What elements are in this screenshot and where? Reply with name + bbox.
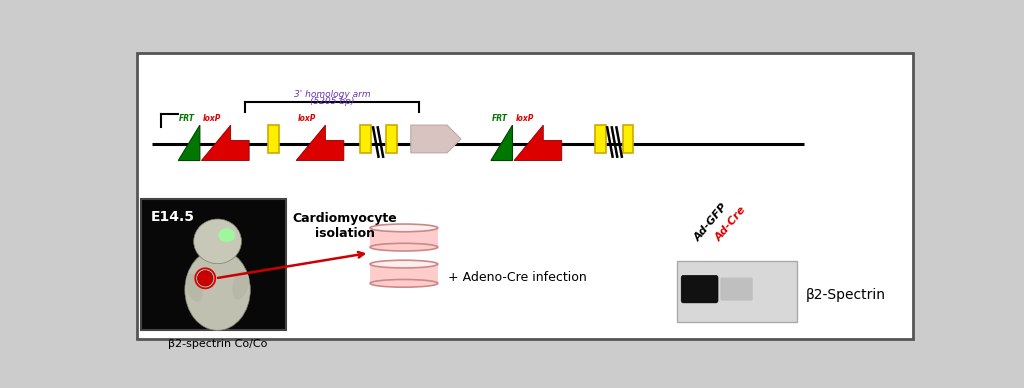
Polygon shape [490,125,512,161]
Ellipse shape [194,219,242,264]
FancyBboxPatch shape [595,125,605,153]
FancyBboxPatch shape [268,125,280,153]
Polygon shape [411,125,461,153]
Ellipse shape [232,271,249,300]
FancyBboxPatch shape [681,275,718,303]
Ellipse shape [370,279,438,287]
Ellipse shape [186,273,203,302]
FancyBboxPatch shape [137,53,912,339]
Polygon shape [178,125,200,161]
Polygon shape [296,125,344,161]
Ellipse shape [370,224,438,232]
Text: loxP: loxP [203,114,221,123]
Text: (5205 bp): (5205 bp) [309,97,354,106]
FancyBboxPatch shape [386,125,397,153]
Text: loxP: loxP [298,114,316,123]
Ellipse shape [370,260,438,268]
Text: Ad-GFP: Ad-GFP [692,201,730,243]
Text: Cardiomyocyte
isolation: Cardiomyocyte isolation [292,212,397,240]
FancyBboxPatch shape [677,261,797,322]
Text: loxP: loxP [515,114,534,123]
FancyBboxPatch shape [141,199,286,330]
Ellipse shape [185,249,250,330]
FancyBboxPatch shape [360,125,371,153]
Text: E14.5: E14.5 [151,210,195,224]
Ellipse shape [370,243,438,251]
FancyBboxPatch shape [370,264,438,283]
Text: FRT: FRT [492,114,508,123]
FancyBboxPatch shape [720,277,753,301]
Text: Ad-Cre: Ad-Cre [714,204,749,243]
Text: FRT: FRT [179,114,195,123]
Text: β2-Spectrin: β2-Spectrin [806,288,886,302]
FancyBboxPatch shape [370,228,438,247]
Polygon shape [202,125,249,161]
Ellipse shape [218,228,236,242]
Text: β2-spectrin Co/Co: β2-spectrin Co/Co [168,339,267,349]
Circle shape [198,271,213,286]
Polygon shape [411,125,461,153]
Text: 3' homology arm: 3' homology arm [294,90,371,99]
Text: + Adeno-Cre infection: + Adeno-Cre infection [447,271,587,284]
FancyBboxPatch shape [623,125,634,153]
Polygon shape [514,125,562,161]
